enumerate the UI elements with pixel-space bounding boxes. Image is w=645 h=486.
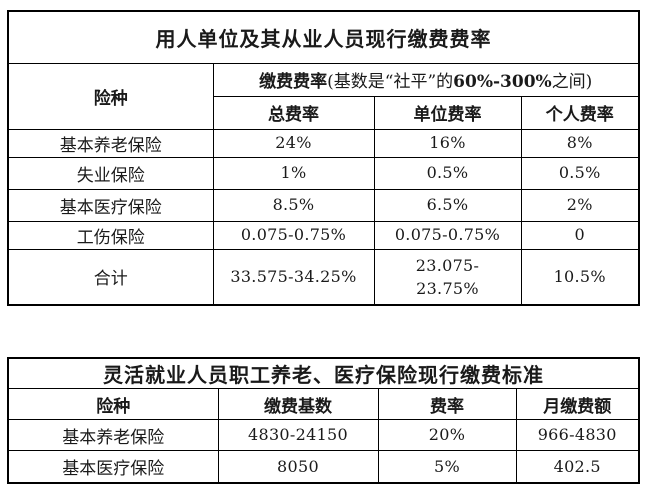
employer-rate: 0.5% bbox=[373, 156, 522, 190]
table2-header-insurance-type: 险种 bbox=[7, 388, 219, 420]
table1-header-row-1: 险种 缴费费率(基数是“社平”的60%-300%之间) bbox=[7, 62, 640, 130]
table2-title-row: 灵活就业人员职工养老、医疗保险现行缴费标准 bbox=[7, 357, 640, 389]
table2-row-medical: 基本医疗保险 8050 5% 402.5 bbox=[7, 450, 640, 483]
table1-header-row-2: 总费率 单位费率 个人费率 bbox=[8, 95, 640, 130]
total-rate: 8.5% bbox=[212, 188, 375, 222]
total-rate: 24% bbox=[212, 128, 375, 158]
employer-rate: 0.075-0.75% bbox=[373, 220, 522, 250]
individual-rate: 2% bbox=[520, 188, 640, 222]
rate-value: 20% bbox=[377, 419, 517, 451]
rate-title-segment-regular-2: 之间) bbox=[551, 72, 593, 92]
table2-header-monthly: 月缴费额 bbox=[515, 388, 640, 420]
row-label: 基本养老保险 bbox=[7, 128, 214, 158]
table1-subheader-employer-rate: 单位费率 bbox=[373, 95, 522, 130]
total-rate: 33.575-34.25% bbox=[212, 248, 375, 306]
table1-row-pension: 基本养老保险 24% 16% 8% bbox=[7, 128, 640, 158]
table1-subheader-individual-rate: 个人费率 bbox=[520, 95, 640, 130]
flexible-employment-table: 灵活就业人员职工养老、医疗保险现行缴费标准 险种 缴费基数 费率 月缴费额 基本… bbox=[7, 357, 640, 484]
table2-row-pension: 基本养老保险 4830-24150 20% 966-4830 bbox=[7, 419, 640, 451]
table1-row-total: 合计 33.575-34.25% 23.075- 23.75% 10.5% bbox=[7, 248, 640, 306]
employer-rates-table: 用人单位及其从业人员现行缴费费率 险种 缴费费率(基数是“社平”的60%-300… bbox=[7, 10, 640, 306]
employer-rate: 16% bbox=[373, 128, 522, 158]
individual-rate: 0.5% bbox=[520, 156, 640, 190]
rate-title-segment-bold-2: 60%-300% bbox=[453, 72, 552, 92]
rate-title-segment-regular-1: (基数是“社平”的 bbox=[327, 72, 454, 92]
employer-rate: 23.075- 23.75% bbox=[373, 248, 522, 306]
employer-rate: 6.5% bbox=[373, 188, 522, 222]
table1-title: 用人单位及其从业人员现行缴费费率 bbox=[7, 10, 640, 64]
individual-rate: 0 bbox=[520, 220, 640, 250]
individual-rate: 8% bbox=[520, 128, 640, 158]
row-label: 工伤保险 bbox=[7, 220, 214, 250]
table1-row-work-injury: 工伤保险 0.075-0.75% 0.075-0.75% 0 bbox=[7, 220, 640, 250]
individual-rate: 10.5% bbox=[520, 248, 640, 306]
table1-header-rate-title: 缴费费率(基数是“社平”的60%-300%之间) bbox=[212, 62, 640, 97]
rate-title-segment-bold-1: 缴费费率 bbox=[259, 72, 328, 92]
total-rate: 1% bbox=[212, 156, 375, 190]
base-value: 4830-24150 bbox=[217, 419, 379, 451]
total-rate: 0.075-0.75% bbox=[212, 220, 375, 250]
rate-value: 5% bbox=[377, 450, 517, 483]
table2-title: 灵活就业人员职工养老、医疗保险现行缴费标准 bbox=[7, 357, 640, 389]
row-label: 失业保险 bbox=[7, 156, 214, 190]
base-value: 8050 bbox=[217, 450, 379, 483]
monthly-value: 402.5 bbox=[515, 450, 640, 483]
monthly-value: 966-4830 bbox=[515, 419, 640, 451]
table1-header-insurance-type: 险种 bbox=[7, 62, 214, 130]
row-label: 基本医疗保险 bbox=[7, 188, 214, 222]
row-label: 合计 bbox=[7, 248, 214, 306]
table1-title-row: 用人单位及其从业人员现行缴费费率 bbox=[7, 10, 640, 64]
table1-row-unemployment: 失业保险 1% 0.5% 0.5% bbox=[7, 156, 640, 190]
table2-header-base: 缴费基数 bbox=[217, 388, 379, 420]
table1-row-medical: 基本医疗保险 8.5% 6.5% 2% bbox=[7, 188, 640, 222]
table2-header-rate: 费率 bbox=[377, 388, 517, 420]
row-label: 基本养老保险 bbox=[7, 419, 219, 451]
table1-subheader-total-rate: 总费率 bbox=[212, 95, 375, 130]
row-label: 基本医疗保险 bbox=[7, 450, 219, 483]
table2-header-row: 险种 缴费基数 费率 月缴费额 bbox=[7, 388, 640, 420]
